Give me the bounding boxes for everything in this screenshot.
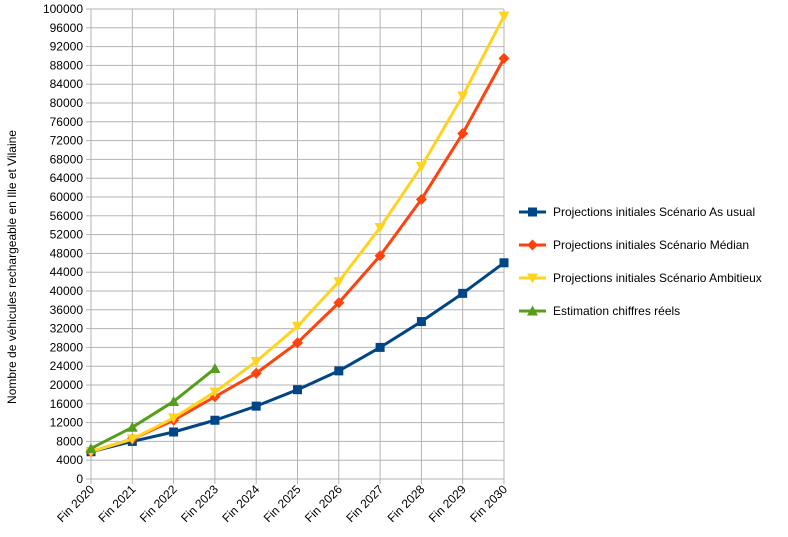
x-tick-label: Fin 2027 — [343, 482, 386, 525]
y-tick-label: 52000 — [50, 228, 84, 242]
y-tick-label: 20000 — [50, 378, 84, 392]
y-tick-label: 92000 — [50, 40, 84, 54]
y-axis-label: Nombre de véhicules rechargeable en Ille… — [5, 130, 19, 404]
legend-entry: Estimation chiffres réels — [519, 304, 680, 318]
data-point — [85, 442, 97, 453]
data-point — [457, 91, 469, 102]
x-tick-label: Fin 2029 — [426, 482, 469, 525]
data-point — [293, 385, 302, 395]
series-line — [90, 367, 216, 450]
y-tick-label: 56000 — [50, 209, 84, 223]
series-2 — [85, 11, 510, 458]
legend-marker — [527, 239, 538, 251]
legend-label: Estimation chiffres réels — [553, 304, 680, 318]
x-tick-label: Fin 2024 — [219, 482, 262, 525]
data-point — [292, 321, 303, 332]
data-point — [126, 434, 138, 445]
data-point — [169, 427, 179, 437]
series-3 — [85, 363, 221, 453]
data-point — [415, 193, 427, 205]
legend-entry: Projections initiales Scénario Ambitieux — [519, 271, 762, 285]
data-point — [333, 297, 345, 309]
y-tick-label: 84000 — [50, 77, 84, 91]
legend: Projections initiales Scénario As usual P… — [519, 205, 762, 318]
y-tick-label: 32000 — [50, 322, 84, 336]
data-point — [250, 357, 262, 367]
data-point — [126, 421, 138, 432]
y-tick-label: 96000 — [50, 21, 84, 35]
x-tick-label: Fin 2030 — [467, 482, 510, 525]
y-tick-label: 40000 — [50, 284, 84, 298]
data-point — [498, 52, 510, 64]
data-point — [210, 415, 220, 425]
legend-label: Projections initiales Scénario Médian — [553, 238, 749, 252]
y-tick-label: 12000 — [50, 416, 84, 430]
data-point — [251, 401, 261, 411]
data-point — [168, 395, 180, 406]
x-tick-label: Fin 2020 — [54, 482, 97, 525]
x-tick-label: Fin 2026 — [302, 482, 345, 525]
series-group — [85, 11, 510, 458]
data-point — [416, 317, 426, 327]
y-tick-label: 76000 — [50, 115, 84, 129]
data-point — [374, 250, 386, 262]
legend-entry: Projections initiales Scénario As usual — [519, 205, 755, 219]
y-tick-label: 8000 — [56, 434, 83, 448]
legend-marker — [528, 207, 537, 217]
data-point — [168, 413, 180, 424]
y-tick-label: 48000 — [50, 246, 84, 260]
data-point — [250, 367, 262, 379]
y-tick-label: 16000 — [50, 397, 84, 411]
data-point — [457, 128, 469, 140]
legend-marker — [527, 273, 538, 284]
y-axis-ticks: 0 4000 8000 12000 16000 20000 24000 28000 32000 3… — [43, 2, 83, 486]
x-tick-label: Fin 2028 — [385, 482, 428, 525]
x-tick-label: Fin 2025 — [261, 482, 304, 525]
data-point — [498, 11, 510, 22]
y-tick-label: 28000 — [50, 340, 84, 354]
legend-label: Projections initiales Scénario As usual — [553, 205, 755, 219]
y-tick-label: 24000 — [50, 359, 84, 373]
series-0 — [86, 258, 509, 457]
y-tick-label: 88000 — [50, 58, 84, 72]
y-tick-label: 68000 — [50, 152, 84, 166]
y-tick-label: 80000 — [50, 96, 84, 110]
y-tick-label: 4000 — [56, 453, 83, 467]
data-point — [458, 288, 468, 298]
data-point — [375, 342, 385, 352]
x-tick-label: Fin 2023 — [178, 482, 221, 525]
y-tick-label: 0 — [76, 472, 83, 486]
y-tick-label: 100000 — [43, 2, 83, 16]
y-tick-label: 64000 — [50, 171, 84, 185]
grid — [86, 8, 505, 484]
legend-entry: Projections initiales Scénario Médian — [519, 238, 749, 252]
x-tick-label: Fin 2022 — [137, 482, 180, 525]
y-tick-label: 60000 — [50, 190, 84, 204]
data-point — [209, 387, 221, 398]
y-tick-label: 36000 — [50, 303, 84, 317]
data-point — [415, 161, 427, 172]
data-point — [292, 337, 303, 349]
data-point — [333, 277, 345, 288]
x-tick-label: Fin 2021 — [95, 482, 138, 525]
data-point — [209, 363, 221, 374]
legend-label: Projections initiales Scénario Ambitieux — [553, 271, 762, 285]
legend-marker — [527, 305, 538, 316]
data-point — [374, 223, 386, 234]
data-point — [334, 366, 344, 376]
y-tick-label: 44000 — [50, 265, 84, 279]
data-point — [499, 258, 509, 268]
y-tick-label: 72000 — [50, 134, 84, 148]
